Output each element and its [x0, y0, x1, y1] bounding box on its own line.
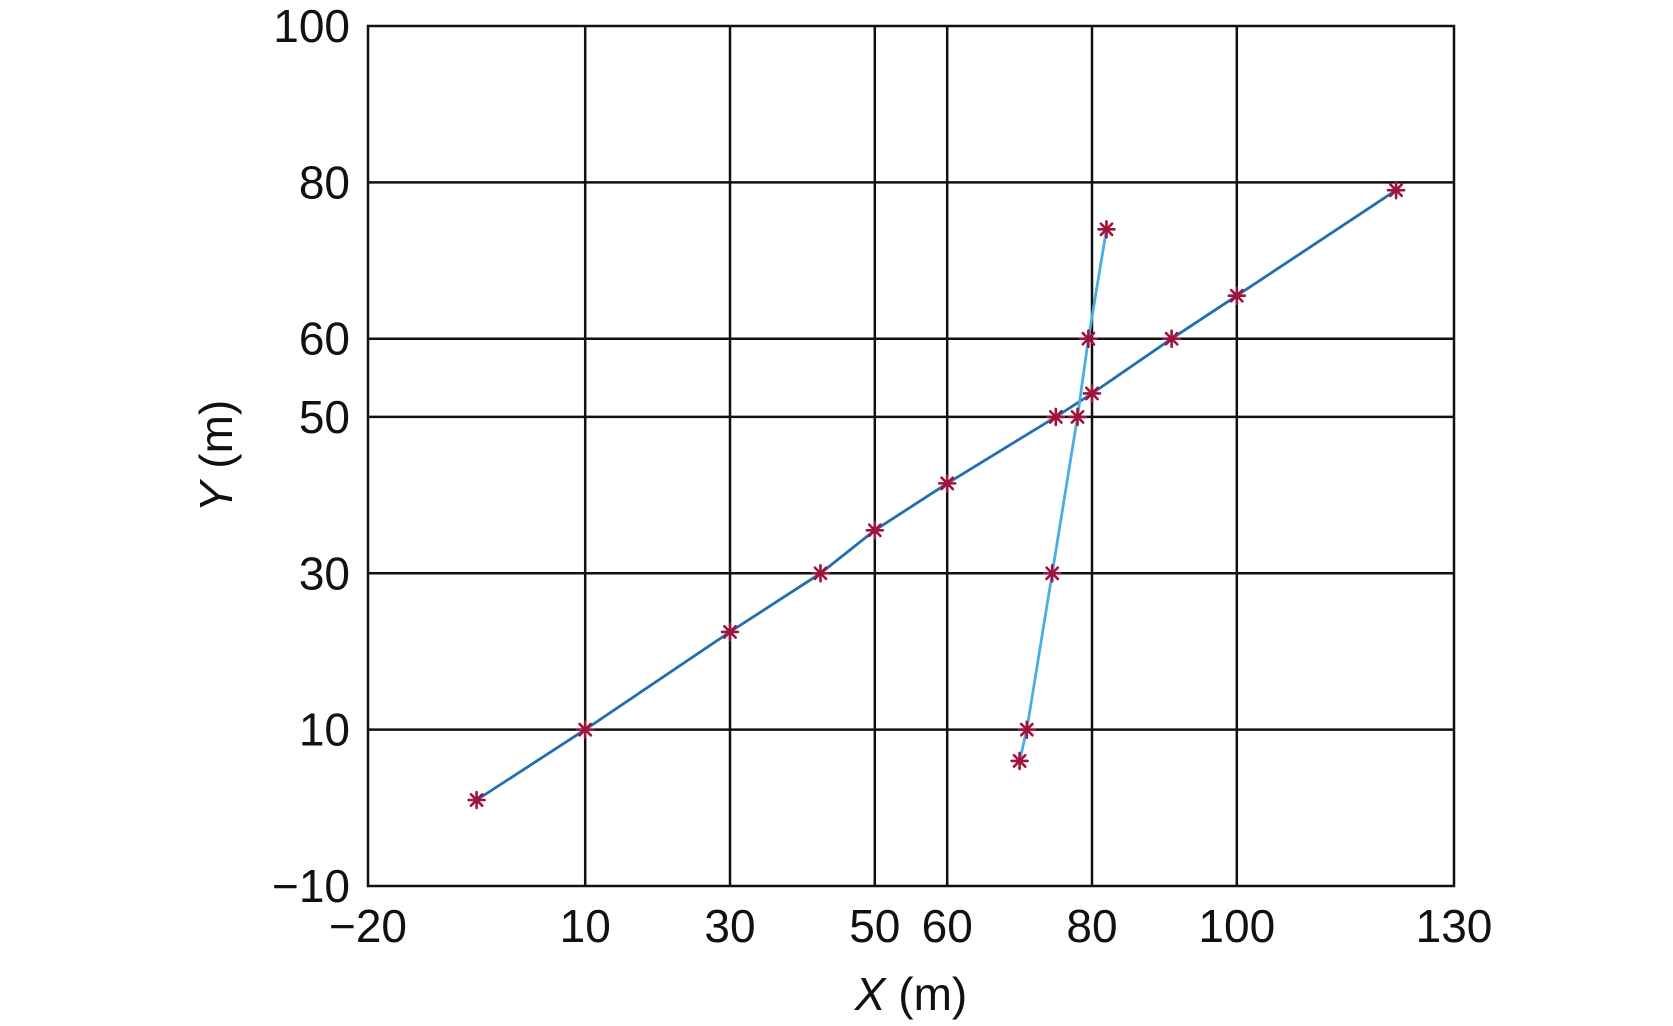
series-2-point [1079, 329, 1098, 349]
series-2-point [1068, 407, 1087, 427]
series-1-point [937, 474, 957, 493]
series-1-point [575, 720, 595, 739]
y-tick-labels: −10 10 30 50 60 80 100 [272, 0, 350, 912]
series-1-point [467, 790, 486, 810]
y-tick-label: 80 [299, 156, 350, 208]
series-1-point [1386, 180, 1406, 200]
series-1-point [1046, 407, 1066, 427]
x-tick-label: 100 [1198, 900, 1275, 952]
y-tick-label: 50 [299, 391, 350, 443]
x-tick-label: 130 [1416, 900, 1493, 952]
grid [368, 26, 1454, 886]
series-1-point [720, 622, 740, 642]
series-2-point [1010, 751, 1029, 771]
series-1-line [475, 189, 1397, 802]
series-2-point [1097, 219, 1116, 239]
series-2-point [1017, 720, 1037, 739]
x-tick-label: 30 [704, 900, 755, 952]
series-1-point [1082, 384, 1102, 403]
series-1-point [1227, 286, 1247, 306]
x-tick-label: 80 [1066, 900, 1117, 952]
series-2-point [1042, 563, 1062, 583]
series-1-point [865, 520, 885, 540]
x-axis-label: X (m) [854, 968, 967, 1020]
y-tick-label: 100 [273, 0, 350, 52]
series-2-line [1018, 229, 1108, 762]
y-tick-label: 30 [299, 547, 350, 599]
x-tick-label: 60 [922, 900, 973, 952]
series-group [467, 180, 1406, 810]
y-tick-label: −10 [272, 860, 350, 912]
y-axis-label: Y (m) [190, 400, 242, 512]
x-tick-label: −20 [329, 900, 407, 952]
series-1-point [811, 563, 830, 583]
series-1-point [1162, 329, 1181, 349]
series-2 [1010, 219, 1116, 771]
y-tick-label: 10 [299, 704, 350, 756]
series-1 [467, 180, 1406, 810]
x-tick-label: 50 [849, 900, 900, 952]
x-tick-label: 10 [560, 900, 611, 952]
plot-frame [366, 24, 1456, 888]
x-tick-labels: −20 10 30 50 60 80 100 130 [329, 900, 1492, 952]
y-tick-label: 60 [299, 313, 350, 365]
